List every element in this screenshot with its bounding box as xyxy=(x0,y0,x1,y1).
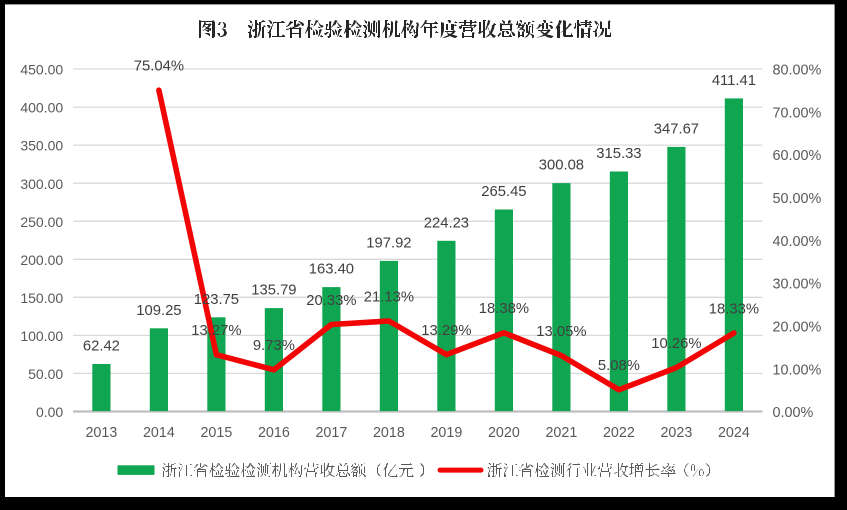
svg-text:347.67: 347.67 xyxy=(654,121,699,137)
svg-text:21.13%: 21.13% xyxy=(364,289,414,305)
svg-text:2013: 2013 xyxy=(85,425,117,441)
svg-text:13.05%: 13.05% xyxy=(536,324,586,340)
svg-text:60.00%: 60.00% xyxy=(773,148,822,164)
svg-text:18.33%: 18.33% xyxy=(709,301,759,317)
svg-text:9.73%: 9.73% xyxy=(253,338,295,354)
svg-text:200.00: 200.00 xyxy=(20,252,63,268)
svg-text:0.00: 0.00 xyxy=(36,404,63,420)
svg-text:75.04%: 75.04% xyxy=(134,59,184,75)
svg-text:100.00: 100.00 xyxy=(20,328,63,344)
svg-text:2020: 2020 xyxy=(488,425,520,441)
svg-text:2019: 2019 xyxy=(430,425,462,441)
svg-text:20.00%: 20.00% xyxy=(773,320,822,336)
svg-text:411.41: 411.41 xyxy=(712,73,756,89)
svg-text:10.26%: 10.26% xyxy=(651,336,701,352)
svg-text:62.42: 62.42 xyxy=(83,339,120,355)
svg-text:40.00%: 40.00% xyxy=(773,234,822,250)
svg-text:13.29%: 13.29% xyxy=(421,323,471,339)
svg-text:450.00: 450.00 xyxy=(20,62,63,78)
svg-text:135.79: 135.79 xyxy=(251,283,296,299)
svg-text:224.23: 224.23 xyxy=(424,215,469,231)
svg-text:30.00%: 30.00% xyxy=(773,277,822,293)
svg-text:0.00%: 0.00% xyxy=(773,405,814,421)
svg-text:2023: 2023 xyxy=(660,425,692,441)
svg-text:18.38%: 18.38% xyxy=(479,301,529,317)
svg-text:163.40: 163.40 xyxy=(309,262,354,278)
svg-text:123.75: 123.75 xyxy=(194,292,239,308)
svg-text:265.45: 265.45 xyxy=(481,184,526,200)
svg-text:10.00%: 10.00% xyxy=(773,362,822,378)
svg-text:2021: 2021 xyxy=(545,425,577,441)
svg-text:300.00: 300.00 xyxy=(20,176,63,192)
svg-text:300.08: 300.08 xyxy=(539,158,584,174)
svg-text:2022: 2022 xyxy=(603,425,635,441)
svg-text:400.00: 400.00 xyxy=(20,100,63,116)
svg-text:2024: 2024 xyxy=(718,425,750,441)
svg-text:70.00%: 70.00% xyxy=(773,105,822,121)
svg-text:350.00: 350.00 xyxy=(20,138,63,154)
svg-text:5.08%: 5.08% xyxy=(598,358,640,374)
svg-text:109.25: 109.25 xyxy=(136,303,181,319)
svg-text:13.27%: 13.27% xyxy=(191,323,241,339)
svg-text:2016: 2016 xyxy=(258,425,290,441)
svg-text:2015: 2015 xyxy=(200,425,232,441)
svg-text:2014: 2014 xyxy=(143,425,175,441)
svg-text:197.92: 197.92 xyxy=(366,235,411,251)
svg-text:20.33%: 20.33% xyxy=(306,293,356,309)
svg-text:2018: 2018 xyxy=(373,425,405,441)
svg-text:50.00: 50.00 xyxy=(28,366,63,382)
svg-text:2017: 2017 xyxy=(315,425,347,441)
svg-text:150.00: 150.00 xyxy=(20,290,63,306)
svg-text:250.00: 250.00 xyxy=(20,214,63,230)
svg-text:315.33: 315.33 xyxy=(596,146,641,162)
svg-text:50.00%: 50.00% xyxy=(773,191,822,207)
svg-text:80.00%: 80.00% xyxy=(773,63,822,79)
